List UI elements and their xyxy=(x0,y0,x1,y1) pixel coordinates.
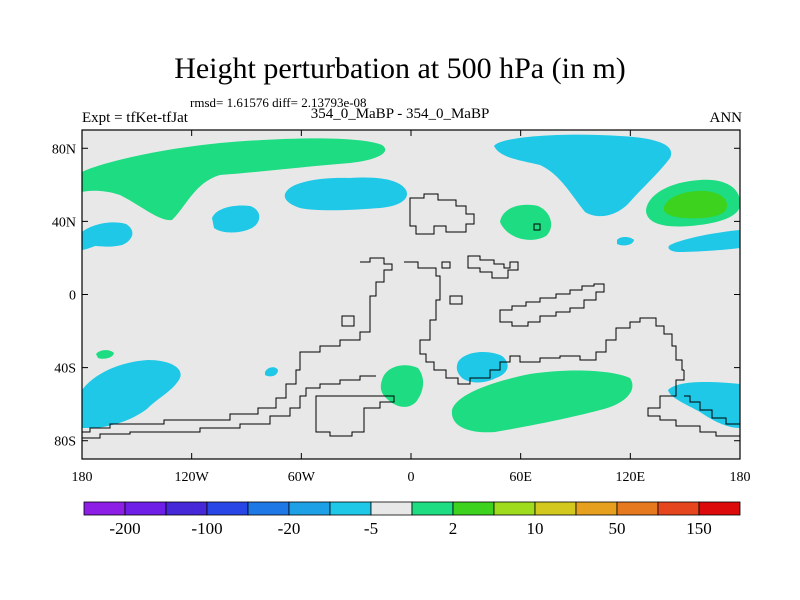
colorbar-label: 10 xyxy=(527,519,544,538)
negative-contour-south-pacific-east xyxy=(668,382,740,428)
positive-contour-west-asia xyxy=(500,204,552,240)
colorbar-swatch xyxy=(370,501,413,516)
colorbar-swatch xyxy=(165,501,208,516)
lon-tick-label: 60W xyxy=(288,470,316,485)
coastline-antarctic-west xyxy=(684,395,740,425)
positive-contour-south-atlantic xyxy=(380,365,424,407)
coastline-outlines xyxy=(82,193,740,439)
colorbar-swatch xyxy=(616,501,659,516)
negative-contour-south-pacific-small xyxy=(265,367,278,377)
lon-tick-label: 180 xyxy=(72,470,93,485)
lat-tick-label: 40S xyxy=(54,362,76,377)
colorbar: -200 -100 -20 -5 2 10 50 150 xyxy=(83,501,741,538)
colorbar-swatch xyxy=(411,501,454,516)
colorbar-swatch xyxy=(534,501,577,516)
colorbar-swatch xyxy=(493,501,536,516)
lat-tick-label: 40N xyxy=(52,215,76,230)
colorbar-swatch xyxy=(329,501,372,516)
negative-contour-west-atlantic xyxy=(82,222,133,250)
coastline-south-america-inner xyxy=(82,375,376,439)
negative-contour-central-asia-small xyxy=(617,237,634,246)
colorbar-label: 50 xyxy=(609,519,626,538)
coastline-southern-ocean xyxy=(315,395,395,437)
lon-tick-label: 120W xyxy=(175,470,210,485)
coastline-europe-africa xyxy=(409,193,475,235)
coastline-africa xyxy=(404,261,684,385)
positive-contour-north-pacific-core xyxy=(663,190,728,219)
colorbar-swatch xyxy=(698,501,741,516)
colorbar-swatch xyxy=(247,501,290,516)
positive-contour-north-atlantic xyxy=(82,138,386,221)
negative-contour-south-pacific-west xyxy=(82,360,181,428)
positive-contour-small-south-pacific xyxy=(96,350,114,359)
longitude-axis: 180 120W 60W 0 60E 120E 180 xyxy=(72,130,751,485)
latitude-axis: 80N 40N 0 40S 80S xyxy=(52,142,740,450)
negative-contour-arctic-asia xyxy=(494,134,672,217)
colorbar-swatch xyxy=(452,501,495,516)
lon-tick-label: 60E xyxy=(509,470,532,485)
coastline-india xyxy=(467,255,519,279)
negative-contour-east-asia xyxy=(668,230,740,252)
negative-contour-southern-africa xyxy=(456,352,508,383)
season-label: ANN xyxy=(709,110,743,126)
case-label: 354_0_MaBP - 354_0_MaBP xyxy=(310,106,490,122)
colorbar-swatch xyxy=(124,501,167,516)
colorbar-swatch xyxy=(657,501,700,516)
lon-tick-label: 0 xyxy=(408,470,415,485)
coastline-americas xyxy=(82,257,393,433)
negative-contour-north-atlantic-small xyxy=(212,205,260,233)
coastline-small-islands xyxy=(341,223,541,327)
lat-tick-label: 80S xyxy=(54,435,76,450)
colorbar-label: 2 xyxy=(449,519,458,538)
stats-line: rmsd= 1.61576 diff= 2.13793e-08 xyxy=(190,95,367,110)
colorbar-swatch xyxy=(83,501,126,516)
colorbar-swatch xyxy=(206,501,249,516)
colorbar-swatch xyxy=(575,501,618,516)
negative-contour-north-africa xyxy=(284,177,407,211)
experiment-label: Expt = tfKet-tfJat xyxy=(82,110,188,126)
lat-tick-label: 80N xyxy=(52,142,76,157)
colorbar-swatch xyxy=(288,501,331,516)
coastline-antarctic-east xyxy=(647,370,740,437)
lat-tick-label: 0 xyxy=(69,289,76,304)
plot-title: Height perturbation at 500 hPa (in m) xyxy=(174,52,626,85)
contour-fills xyxy=(82,134,741,433)
colorbar-label: -5 xyxy=(364,519,378,538)
positive-contour-southern-indian xyxy=(451,370,633,433)
colorbar-label: -100 xyxy=(191,519,222,538)
colorbar-label: -200 xyxy=(109,519,140,538)
lon-tick-label: 180 xyxy=(730,470,751,485)
colorbar-label: 150 xyxy=(686,519,712,538)
colorbar-label: -20 xyxy=(278,519,301,538)
lon-tick-label: 120E xyxy=(616,470,646,485)
coastline-asia-islands xyxy=(499,283,605,327)
